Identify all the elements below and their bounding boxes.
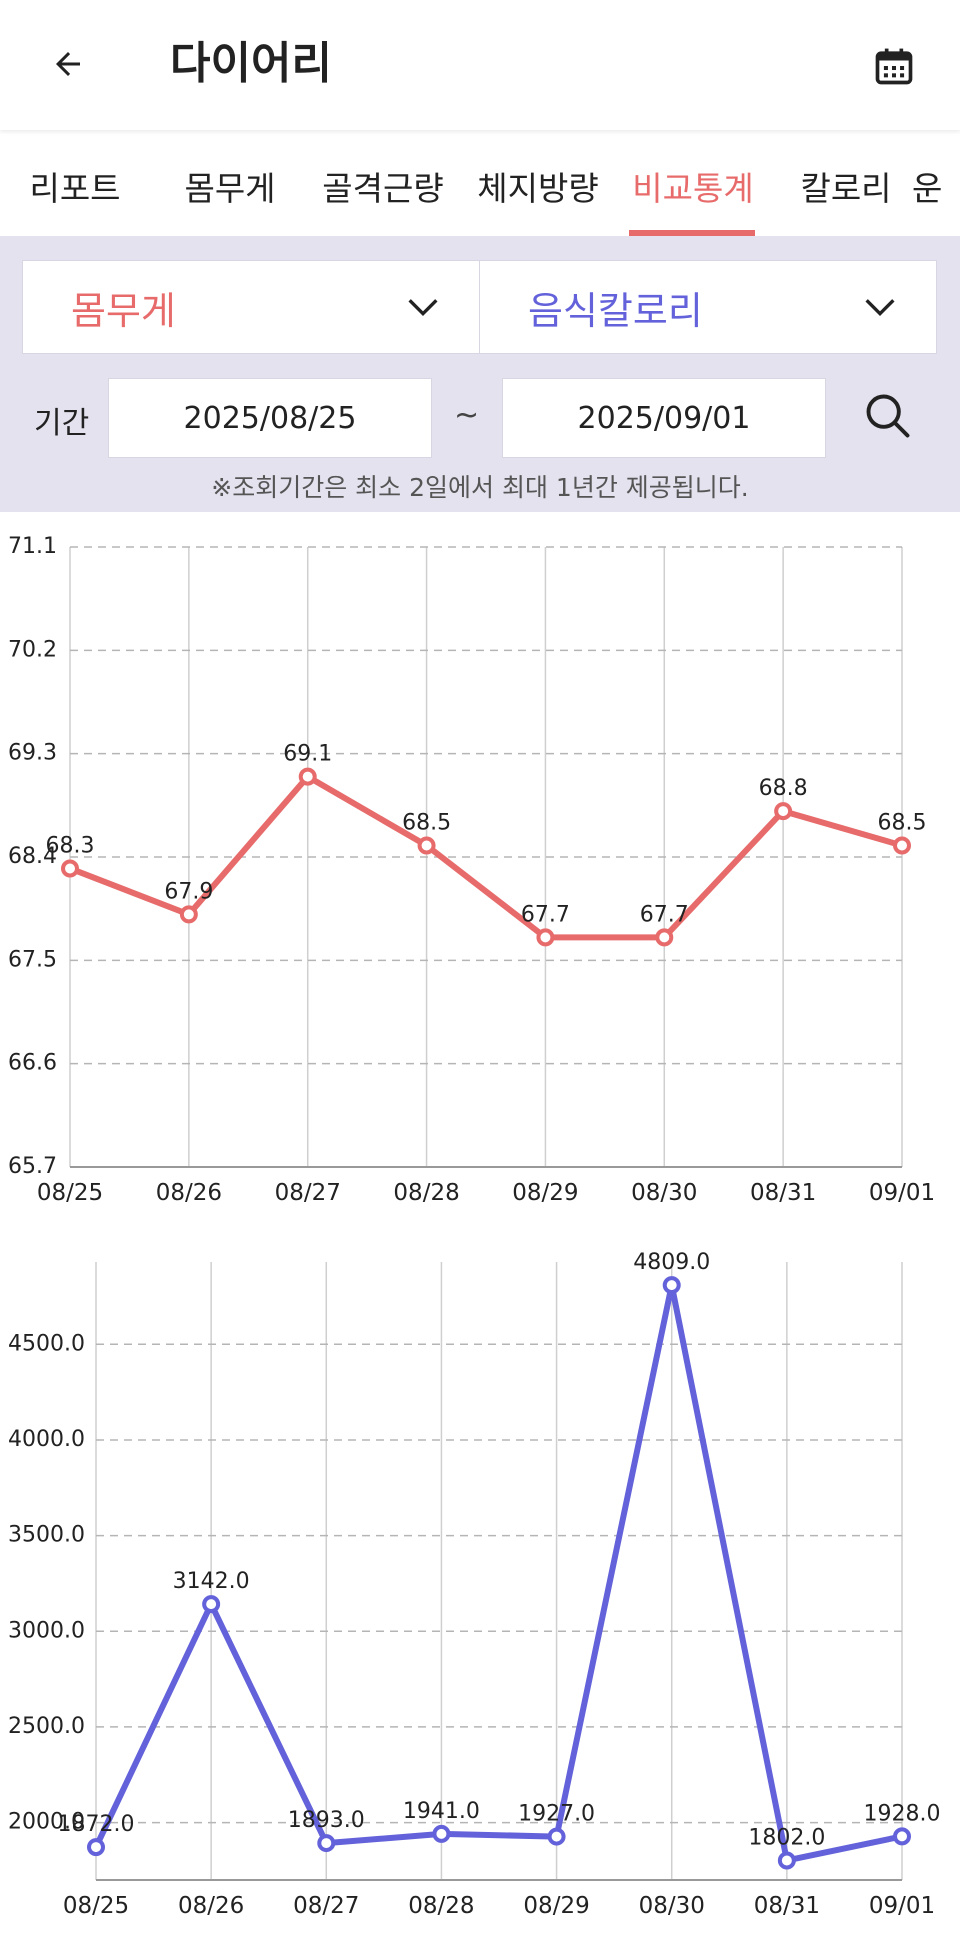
right-metric-label: 음식칼로리	[528, 288, 703, 333]
x-tick-label: 08/31	[754, 1893, 820, 1919]
y-tick-label: 70.2	[8, 637, 57, 662]
data-label: 1893.0	[288, 1808, 365, 1833]
y-tick-label: 71.1	[8, 534, 57, 559]
data-point	[536, 928, 555, 947]
series-line	[93, 1282, 903, 1864]
arrow-left-icon	[56, 52, 80, 76]
tab-bar: 리포트 몸무게 골격근량 체지방량 비교통계 칼로리 운	[0, 136, 960, 236]
right-metric-select[interactable]: 음식칼로리	[479, 260, 937, 354]
data-label: 1872.0	[58, 1812, 135, 1837]
data-label: 3142.0	[173, 1569, 250, 1594]
x-tick-label: 08/25	[63, 1893, 129, 1919]
chevron-down-icon	[865, 299, 895, 317]
tab-exercise[interactable]: 운	[912, 169, 943, 208]
data-label: 1941.0	[403, 1799, 480, 1824]
left-metric-label: 몸무게	[71, 288, 176, 333]
data-point	[179, 905, 198, 924]
tab-weight[interactable]: 몸무게	[184, 169, 276, 208]
end-date-field[interactable]: 2025/09/01	[502, 378, 826, 458]
data-point	[662, 1276, 681, 1295]
data-label: 68.8	[759, 776, 808, 801]
y-tick-label: 4500.0	[8, 1331, 85, 1356]
data-point	[547, 1827, 566, 1846]
x-tick-label: 08/28	[393, 1180, 459, 1206]
data-label: 67.7	[640, 902, 689, 927]
y-tick-label: 69.3	[8, 741, 57, 766]
x-tick-label: 08/31	[750, 1180, 816, 1206]
x-tick-label: 08/25	[37, 1180, 103, 1206]
tab-comparison[interactable]: 비교통계	[632, 169, 754, 208]
calendar-button[interactable]	[864, 36, 924, 96]
x-tick-label: 08/29	[523, 1893, 589, 1919]
data-label: 1802.0	[748, 1825, 825, 1850]
data-point	[893, 836, 911, 855]
period-label: 기간	[34, 406, 90, 441]
y-tick-label: 3500.0	[8, 1523, 85, 1548]
y-tick-label: 67.5	[8, 947, 57, 972]
filter-panel: 몸무게 음식칼로리 기간 2025/08/25 ~ 2025/09/01 ※조회…	[0, 236, 960, 512]
data-label: 1927.0	[518, 1802, 595, 1827]
data-label: 67.9	[164, 879, 213, 904]
active-tab-indicator	[629, 230, 755, 236]
tab-report[interactable]: 리포트	[29, 169, 121, 208]
data-point	[202, 1595, 221, 1614]
data-label: 68.3	[46, 833, 95, 858]
x-tick-label: 08/27	[293, 1893, 359, 1919]
data-point	[893, 1827, 911, 1846]
data-label: 68.5	[878, 811, 927, 836]
data-label: 68.5	[402, 811, 451, 836]
data-label: 67.7	[521, 902, 570, 927]
x-tick-label: 08/27	[275, 1180, 341, 1206]
x-tick-label: 08/30	[631, 1180, 697, 1206]
period-notice: ※조회기간은 최소 2일에서 최대 1년간 제공됩니다.	[211, 473, 749, 502]
data-point	[87, 1838, 105, 1857]
chevron-down-icon	[408, 299, 438, 317]
data-point	[298, 767, 317, 786]
tab-muscle-mass[interactable]: 골격근량	[322, 169, 444, 208]
x-tick-label: 08/29	[512, 1180, 578, 1206]
y-tick-label: 2000.0	[8, 1810, 85, 1835]
search-button[interactable]	[858, 386, 918, 446]
data-point	[655, 928, 674, 947]
data-label: 1928.0	[864, 1801, 941, 1826]
app-bar: 다이어리	[0, 0, 960, 130]
page-title: 다이어리	[170, 38, 332, 89]
tab-body-fat[interactable]: 체지방량	[477, 169, 599, 208]
x-tick-label: 08/28	[408, 1893, 474, 1919]
data-point	[777, 1851, 796, 1870]
data-point	[432, 1824, 451, 1843]
x-tick-label: 08/30	[639, 1893, 705, 1919]
left-metric-select[interactable]: 몸무게	[22, 260, 480, 354]
y-tick-label: 65.7	[8, 1154, 57, 1179]
y-tick-label: 3000.0	[8, 1618, 85, 1643]
data-label: 69.1	[283, 742, 332, 767]
search-icon	[866, 394, 910, 438]
start-date-field[interactable]: 2025/08/25	[108, 378, 432, 458]
y-tick-label: 2500.0	[8, 1714, 85, 1739]
food-calorie-chart: 4500.0 4000.0 3500.0 3000.0 2500.0 2000.0 08/2…	[8, 1250, 941, 1919]
x-tick-label: 08/26	[178, 1893, 244, 1919]
y-tick-label: 68.4	[8, 844, 57, 869]
y-tick-label: 66.6	[8, 1051, 57, 1076]
calendar-icon	[875, 48, 913, 85]
data-point	[317, 1834, 336, 1853]
x-tick-label: 09/01	[869, 1893, 935, 1919]
weight-chart: 71.1 70.2 69.3 68.4 67.5 66.6 65.708/25 08/26 08…	[8, 534, 935, 1206]
data-point	[61, 859, 79, 878]
data-point	[417, 836, 436, 855]
back-button[interactable]	[40, 36, 96, 92]
y-tick-label: 4000.0	[8, 1427, 85, 1452]
x-tick-label: 08/26	[156, 1180, 222, 1206]
data-label: 4809.0	[633, 1250, 710, 1275]
tab-calories[interactable]: 칼로리	[800, 169, 892, 208]
series-line	[68, 773, 903, 941]
data-point	[774, 802, 793, 821]
x-tick-label: 09/01	[869, 1180, 935, 1206]
date-separator: ~	[454, 398, 480, 433]
